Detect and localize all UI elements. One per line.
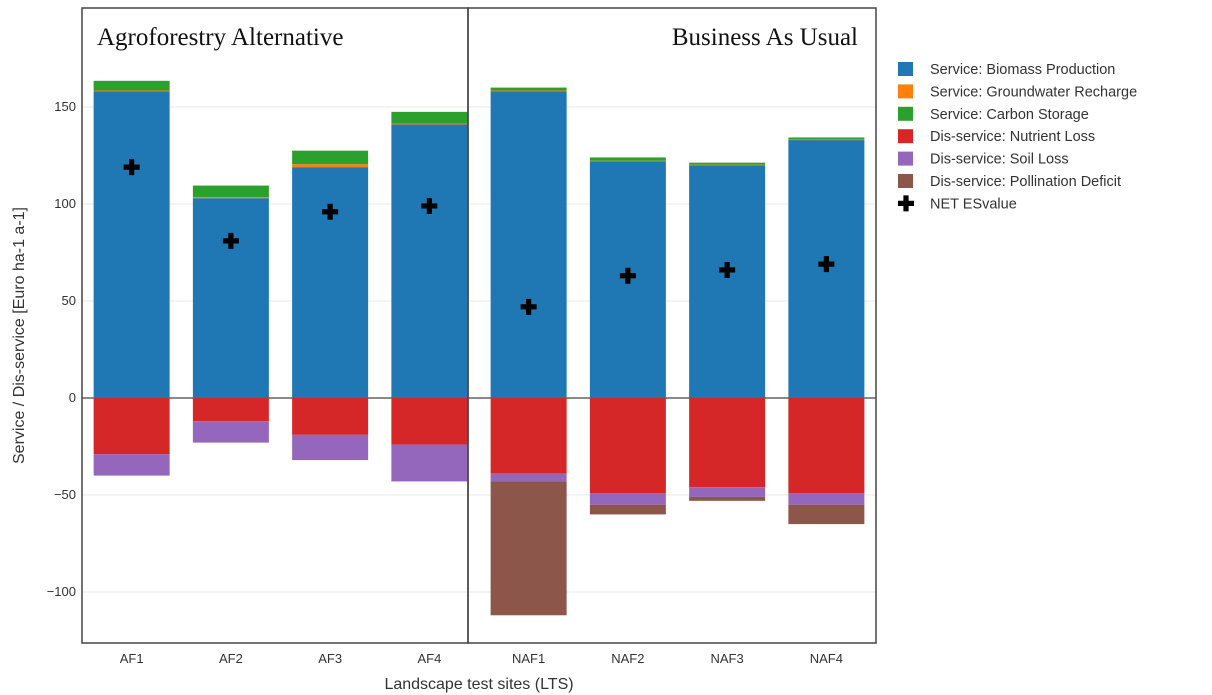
bar-naf2-carbon-storage: [589, 157, 666, 161]
bar-af3-soil-loss: [292, 434, 369, 461]
legend-label-service-groundwater-recharge: Service: Groundwater Recharge: [930, 84, 1137, 100]
bar-af4-carbon-storage: [391, 111, 468, 124]
bar-af2-biomass-production: [192, 198, 269, 398]
legend-net-marker: [898, 195, 914, 212]
legend-label-dis-service-soil-loss: Dis-service: Soil Loss: [930, 152, 1069, 168]
bar-af1-groundwater-recharge: [93, 90, 170, 92]
net-marker-af4: [421, 197, 438, 214]
y-tick-label: 100: [54, 196, 76, 211]
y-tick-label: 0: [69, 390, 76, 405]
x-tick-label-af2: AF2: [219, 651, 243, 666]
x-tick-label-naf2: NAF2: [611, 651, 644, 666]
net-marker-naf4: [818, 256, 835, 273]
net-marker-af1: [123, 159, 140, 176]
panel-title-business-as-usual: Business As Usual: [672, 24, 858, 51]
bar-naf1-groundwater-recharge: [490, 90, 567, 92]
bar-naf3-biomass-production: [689, 165, 766, 398]
legend: Service: Biomass Production Service: Grou…: [898, 62, 1137, 212]
bar-naf4-pollination-deficit: [788, 504, 865, 525]
bar-naf1-nutrient-loss: [490, 398, 567, 474]
x-tick-label-af4: AF4: [417, 651, 441, 666]
x-tick-label-af1: AF1: [120, 651, 144, 666]
y-tick-label: 50: [62, 293, 76, 308]
bar-naf4-groundwater-recharge: [788, 139, 865, 141]
net-marker-naf2: [619, 267, 636, 284]
x-tick-label-naf4: NAF4: [810, 651, 843, 666]
bar-af2-soil-loss: [192, 421, 269, 443]
legend-label-service-carbon-storage: Service: Carbon Storage: [930, 107, 1089, 123]
bar-af1-biomass-production: [93, 91, 170, 398]
legend-swatch-dis-service-nutrient-loss: [898, 129, 913, 144]
panel-frames: [81, 7, 877, 644]
legend-label-dis-service-nutrient-loss: Dis-service: Nutrient Loss: [930, 129, 1095, 145]
bar-naf2-groundwater-recharge: [589, 160, 666, 162]
legend-label-service-biomass-production: Service: Biomass Production: [930, 62, 1115, 78]
bar-naf3-carbon-storage: [689, 162, 766, 165]
net-markers-layer: [123, 159, 835, 315]
net-marker-naf1: [520, 298, 537, 315]
bar-af4-nutrient-loss: [391, 398, 468, 445]
panel-frame-right: [467, 7, 877, 644]
bar-naf4-carbon-storage: [788, 137, 865, 140]
bar-af1-soil-loss: [93, 454, 170, 476]
bar-naf2-soil-loss: [589, 493, 666, 505]
legend-label-dis-service-pollination-deficit: Dis-service: Pollination Deficit: [930, 174, 1121, 190]
bar-af2-carbon-storage: [192, 185, 269, 198]
net-marker-af2: [222, 232, 239, 249]
y-tick-label: −50: [54, 487, 76, 502]
bar-naf1-carbon-storage: [490, 87, 567, 91]
bar-naf3-nutrient-loss: [689, 398, 766, 488]
bar-naf4-soil-loss: [788, 493, 865, 505]
net-marker-af3: [322, 203, 339, 220]
bar-af3-nutrient-loss: [292, 398, 369, 435]
legend-swatch-dis-service-soil-loss: [898, 151, 913, 166]
bar-naf1-pollination-deficit: [490, 481, 567, 616]
x-tick-label-af3: AF3: [318, 651, 342, 666]
bar-af2-nutrient-loss: [192, 398, 269, 422]
bars-layer: [93, 80, 865, 616]
legend-swatch-dis-service-pollination-deficit: [898, 174, 913, 188]
y-axis-title: Service / Dis-service [Euro ha-1 a-1]: [11, 207, 28, 464]
bar-af2-groundwater-recharge: [192, 197, 269, 199]
x-axis-title: Landscape test sites (LTS): [384, 676, 573, 693]
panel-title-agroforestry: Agroforestry Alternative: [97, 24, 343, 51]
legend-swatch-service-carbon-storage: [898, 106, 913, 121]
bar-af3-carbon-storage: [292, 150, 369, 165]
bar-naf3-pollination-deficit: [689, 496, 766, 501]
x-tick-label-naf1: NAF1: [512, 651, 545, 666]
net-marker-naf3: [719, 261, 736, 278]
legend-swatch-service-biomass-production: [898, 62, 913, 76]
y-tick-label: 150: [54, 99, 76, 114]
bar-naf1-biomass-production: [490, 91, 567, 398]
bar-naf1-soil-loss: [490, 473, 567, 482]
bar-naf3-groundwater-recharge: [689, 164, 766, 166]
bar-af1-nutrient-loss: [93, 398, 170, 455]
bar-naf3-soil-loss: [689, 487, 766, 497]
bar-naf4-nutrient-loss: [788, 398, 865, 494]
bar-af4-soil-loss: [391, 444, 468, 482]
bar-af4-groundwater-recharge: [391, 123, 468, 125]
x-tick-label-naf3: NAF3: [711, 651, 744, 666]
bar-naf2-pollination-deficit: [589, 504, 666, 515]
bar-af4-biomass-production: [391, 124, 468, 399]
legend-swatch-service-groundwater-recharge: [898, 84, 913, 99]
legend-label-net-esvalue: NET ESvalue: [930, 196, 1017, 212]
bar-af3-groundwater-recharge: [292, 164, 369, 168]
y-tick-label: −100: [47, 584, 76, 599]
bar-af1-carbon-storage: [93, 80, 170, 91]
tick-labels: −100 −50 0 50 100 150 AF1 AF2 AF3 AF4 NAF1 NAF2 NAF3…: [47, 99, 843, 666]
bar-naf2-nutrient-loss: [589, 398, 666, 494]
bar-af3-biomass-production: [292, 167, 369, 398]
